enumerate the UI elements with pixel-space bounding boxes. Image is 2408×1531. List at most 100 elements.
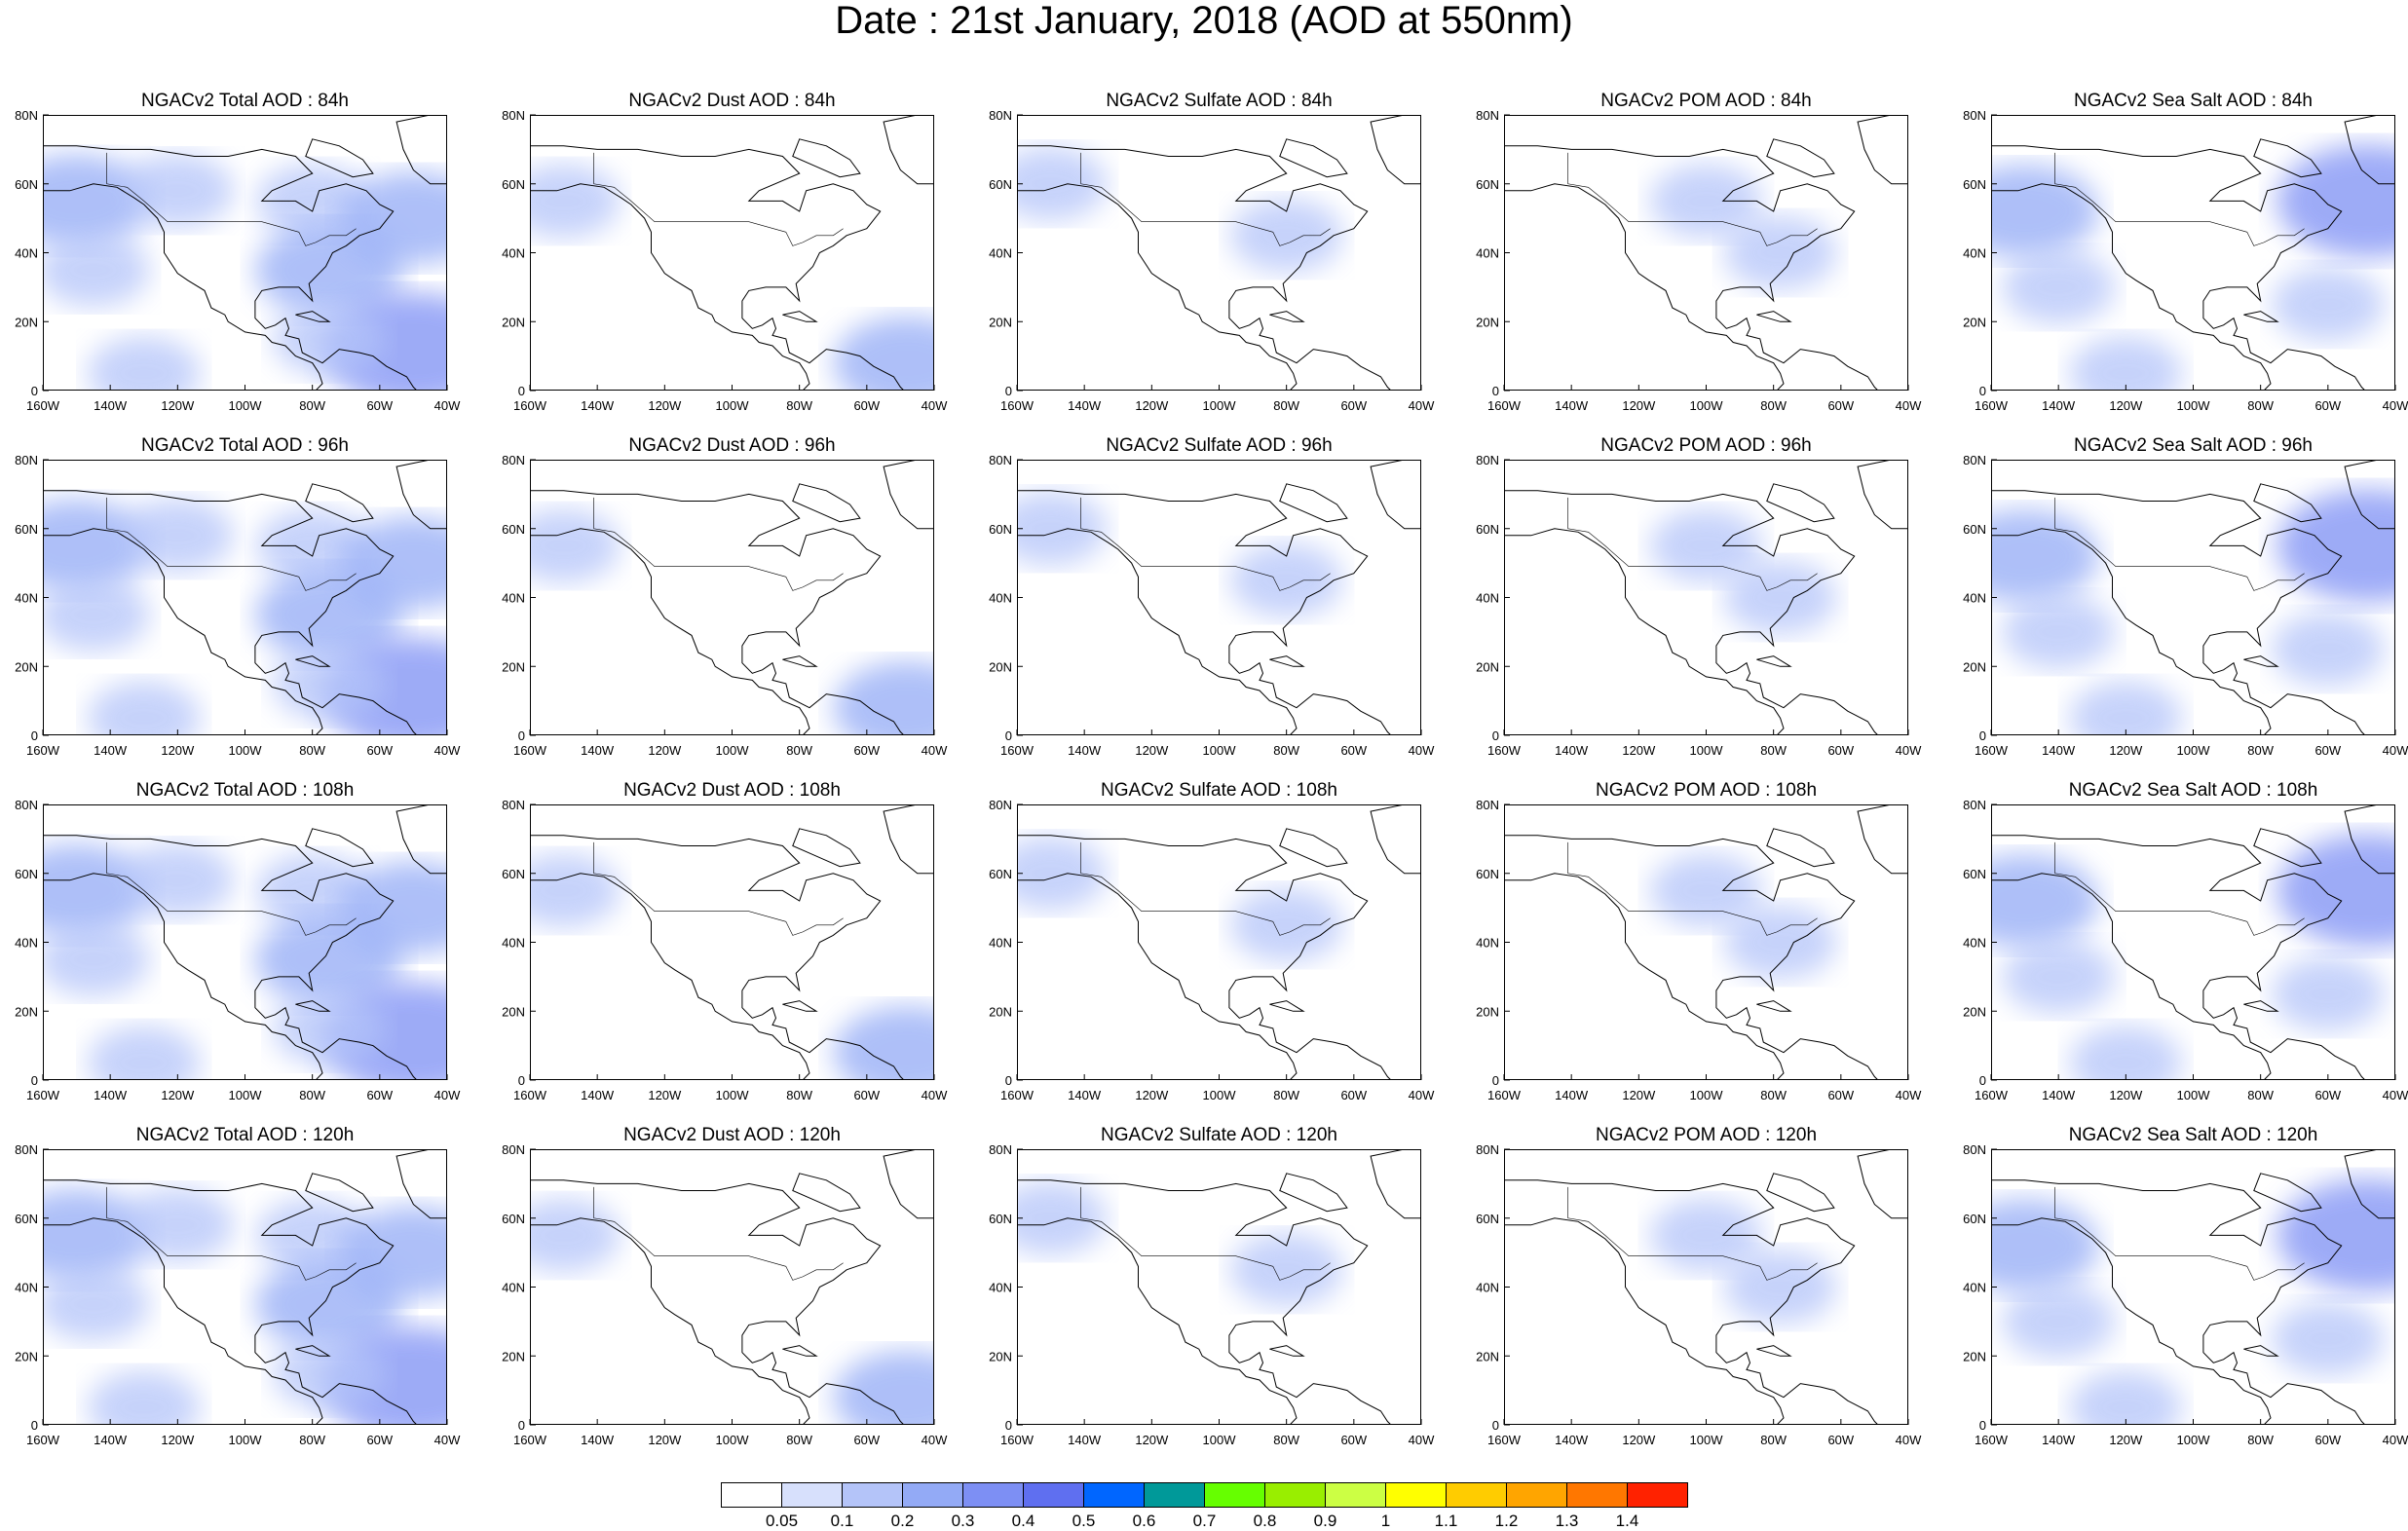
aod-blob: [272, 990, 386, 1065]
colorbar-swatch: [781, 1482, 843, 1508]
aod-blob: [2276, 834, 2395, 948]
country-border: [106, 497, 357, 591]
colorbar-swatch: [1385, 1482, 1447, 1508]
map-panel: NGACv2 Sea Salt AOD : 108h 80N 60N 40N 20N 0 1…: [1963, 781, 2408, 1103]
figure-title: Date : 21st January, 2018 (AOD at 550nm): [835, 0, 1573, 42]
lat-tick-label: 80N: [1963, 798, 1986, 812]
lon-tick-label: 40W: [922, 398, 948, 413]
lat-tick-label: 80N: [15, 1142, 38, 1157]
coastline: [295, 311, 331, 322]
lon-tick-label: 60W: [1827, 398, 1854, 413]
lat-tick-label: 20N: [502, 315, 525, 329]
map-panel: NGACv2 Sulfate AOD : 96h 80N 60N 40N 20N 0 160…: [989, 436, 1435, 759]
lon-tick-label: 140W: [94, 398, 128, 413]
coastline: [2344, 1149, 2395, 1219]
aod-blob: [87, 336, 201, 391]
colorbar-label: 0.4: [1012, 1512, 1035, 1530]
lon-tick-label: 100W: [1690, 1433, 1724, 1447]
lat-tick-label: 0: [1979, 384, 1986, 398]
lon-tick-label: 100W: [2177, 743, 2211, 758]
lon-tick-label: 160W: [1975, 398, 2009, 413]
coastline: [530, 183, 810, 391]
aod-blob: [121, 842, 235, 917]
lon-tick-label: 160W: [26, 1088, 60, 1102]
lon-tick-label: 60W: [1827, 1088, 1854, 1102]
aod-blob: [2069, 681, 2183, 735]
coastline: [43, 1217, 323, 1425]
coastline: [1991, 183, 2272, 391]
lon-tick-label: 40W: [2383, 398, 2408, 413]
coastline: [530, 1217, 810, 1425]
coastlines: [1017, 460, 1421, 735]
map-panel: NGACv2 Dust AOD : 84h 80N 60N 40N 20N 0 160W 14…: [502, 92, 948, 414]
lon-tick-label: 120W: [2109, 1088, 2143, 1102]
lat-tick-label: 40N: [1963, 246, 1986, 261]
aod-blob: [833, 316, 934, 391]
country-border: [593, 1186, 844, 1281]
coastline: [1857, 804, 1908, 875]
map-panel: NGACv2 Total AOD : 120h 80N 60N 40N 20N 0 160W…: [15, 1126, 461, 1448]
map-frame: [1504, 460, 1908, 735]
lon-tick-label: 120W: [648, 1433, 682, 1447]
lon-tick-label: 40W: [434, 398, 461, 413]
lat-tick-label: 0: [1979, 1418, 1986, 1433]
coastline: [1504, 528, 1785, 735]
aod-field: [530, 1198, 934, 1425]
lon-tick-label: 140W: [2042, 398, 2076, 413]
aod-field: [1991, 1178, 2395, 1425]
aod-field: [530, 853, 934, 1080]
lat-tick-label: 80N: [15, 108, 38, 123]
lat-tick-label: 60N: [1963, 522, 1986, 537]
coastline: [1857, 1149, 1908, 1219]
lon-tick-label: 80W: [2247, 743, 2274, 758]
coastline: [2243, 1000, 2279, 1012]
aod-blob: [272, 1335, 386, 1410]
coastline: [883, 804, 934, 875]
lat-tick-label: 0: [1979, 728, 1986, 743]
coastline: [295, 655, 331, 667]
country-border: [2054, 841, 2305, 936]
aod-blob: [2002, 594, 2116, 669]
lat-tick-label: 40N: [989, 1281, 1012, 1295]
lat-tick-label: 80N: [1963, 1142, 1986, 1157]
colorbar-label: 0.9: [1314, 1512, 1337, 1530]
lon-tick-label: 160W: [513, 743, 547, 758]
lon-tick-label: 40W: [1896, 1433, 1922, 1447]
aod-blob: [43, 1267, 150, 1342]
coastline: [1269, 1345, 1305, 1357]
lat-tick-label: 0: [1005, 384, 1012, 398]
coastline: [1017, 1217, 1298, 1425]
lat-tick-label: 60N: [989, 867, 1012, 881]
map-panel: NGACv2 Dust AOD : 120h 80N 60N 40N 20N 0 160W 1…: [502, 1126, 948, 1448]
panel-title: NGACv2 Sulfate AOD : 108h: [1101, 780, 1337, 801]
map-panel: NGACv2 Total AOD : 108h 80N 60N 40N 20N 0 160W…: [15, 781, 461, 1103]
colorbar-label: 1.4: [1616, 1512, 1639, 1530]
lat-tick-label: 40N: [989, 246, 1012, 261]
map-panel: NGACv2 Sulfate AOD : 84h 80N 60N 40N 20N 0 160…: [989, 92, 1435, 414]
coastline: [43, 873, 323, 1080]
panel-title: NGACv2 Sulfate AOD : 96h: [1106, 435, 1333, 456]
lat-tick-label: 40N: [1963, 591, 1986, 606]
coastline: [1017, 528, 1298, 735]
lon-tick-label: 120W: [1622, 398, 1656, 413]
aod-blob: [43, 154, 151, 248]
lon-tick-label: 60W: [2314, 1088, 2341, 1102]
lat-tick-label: 80N: [1476, 108, 1499, 123]
lon-tick-label: 60W: [1827, 743, 1854, 758]
coastline: [1017, 873, 1298, 1080]
coastline: [530, 873, 810, 1080]
lon-tick-label: 60W: [2314, 398, 2341, 413]
aod-field: [1649, 164, 1837, 290]
coastline: [2243, 1345, 2279, 1357]
lat-tick-label: 80N: [989, 108, 1012, 123]
lon-tick-label: 60W: [366, 1088, 393, 1102]
lat-tick-label: 60N: [15, 1212, 38, 1226]
lat-tick-label: 60N: [502, 522, 525, 537]
aod-blob: [2271, 267, 2385, 342]
lon-tick-label: 40W: [2383, 1433, 2408, 1447]
lat-tick-label: 40N: [502, 591, 525, 606]
colorbar-label: 0.6: [1133, 1512, 1156, 1530]
